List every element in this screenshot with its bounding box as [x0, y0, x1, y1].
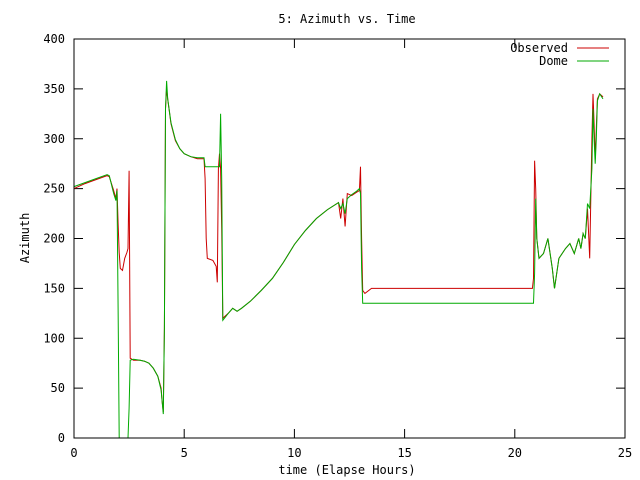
series-layer — [73, 80, 604, 439]
legend-label-dome: Dome — [539, 54, 568, 68]
y-tick-label: 300 — [43, 132, 65, 146]
series-line-dome — [73, 80, 604, 439]
x-tick-label: 10 — [287, 446, 301, 460]
y-tick-label: 150 — [43, 281, 65, 295]
x-tick-label: 5 — [181, 446, 188, 460]
x-tick-label: 25 — [618, 446, 632, 460]
series-line-observed — [73, 88, 604, 413]
x-tick-label: 20 — [508, 446, 522, 460]
y-axis-label: Azimuth — [18, 213, 32, 264]
x-axis-label: time (Elapse Hours) — [278, 463, 415, 477]
y-tick-label: 400 — [43, 32, 65, 46]
y-tick-label: 50 — [51, 381, 65, 395]
y-tick-label: 100 — [43, 331, 65, 345]
x-tick-label: 0 — [70, 446, 77, 460]
x-tick-label: 15 — [397, 446, 411, 460]
plot-frame — [73, 38, 626, 439]
y-tick-label: 0 — [58, 431, 65, 445]
y-tick-label: 250 — [43, 182, 65, 196]
chart-title: 5: Azimuth vs. Time — [278, 12, 415, 26]
y-tick-label: 200 — [43, 232, 65, 246]
legend-label-observed: Observed — [510, 41, 568, 55]
y-tick-label: 350 — [43, 82, 65, 96]
